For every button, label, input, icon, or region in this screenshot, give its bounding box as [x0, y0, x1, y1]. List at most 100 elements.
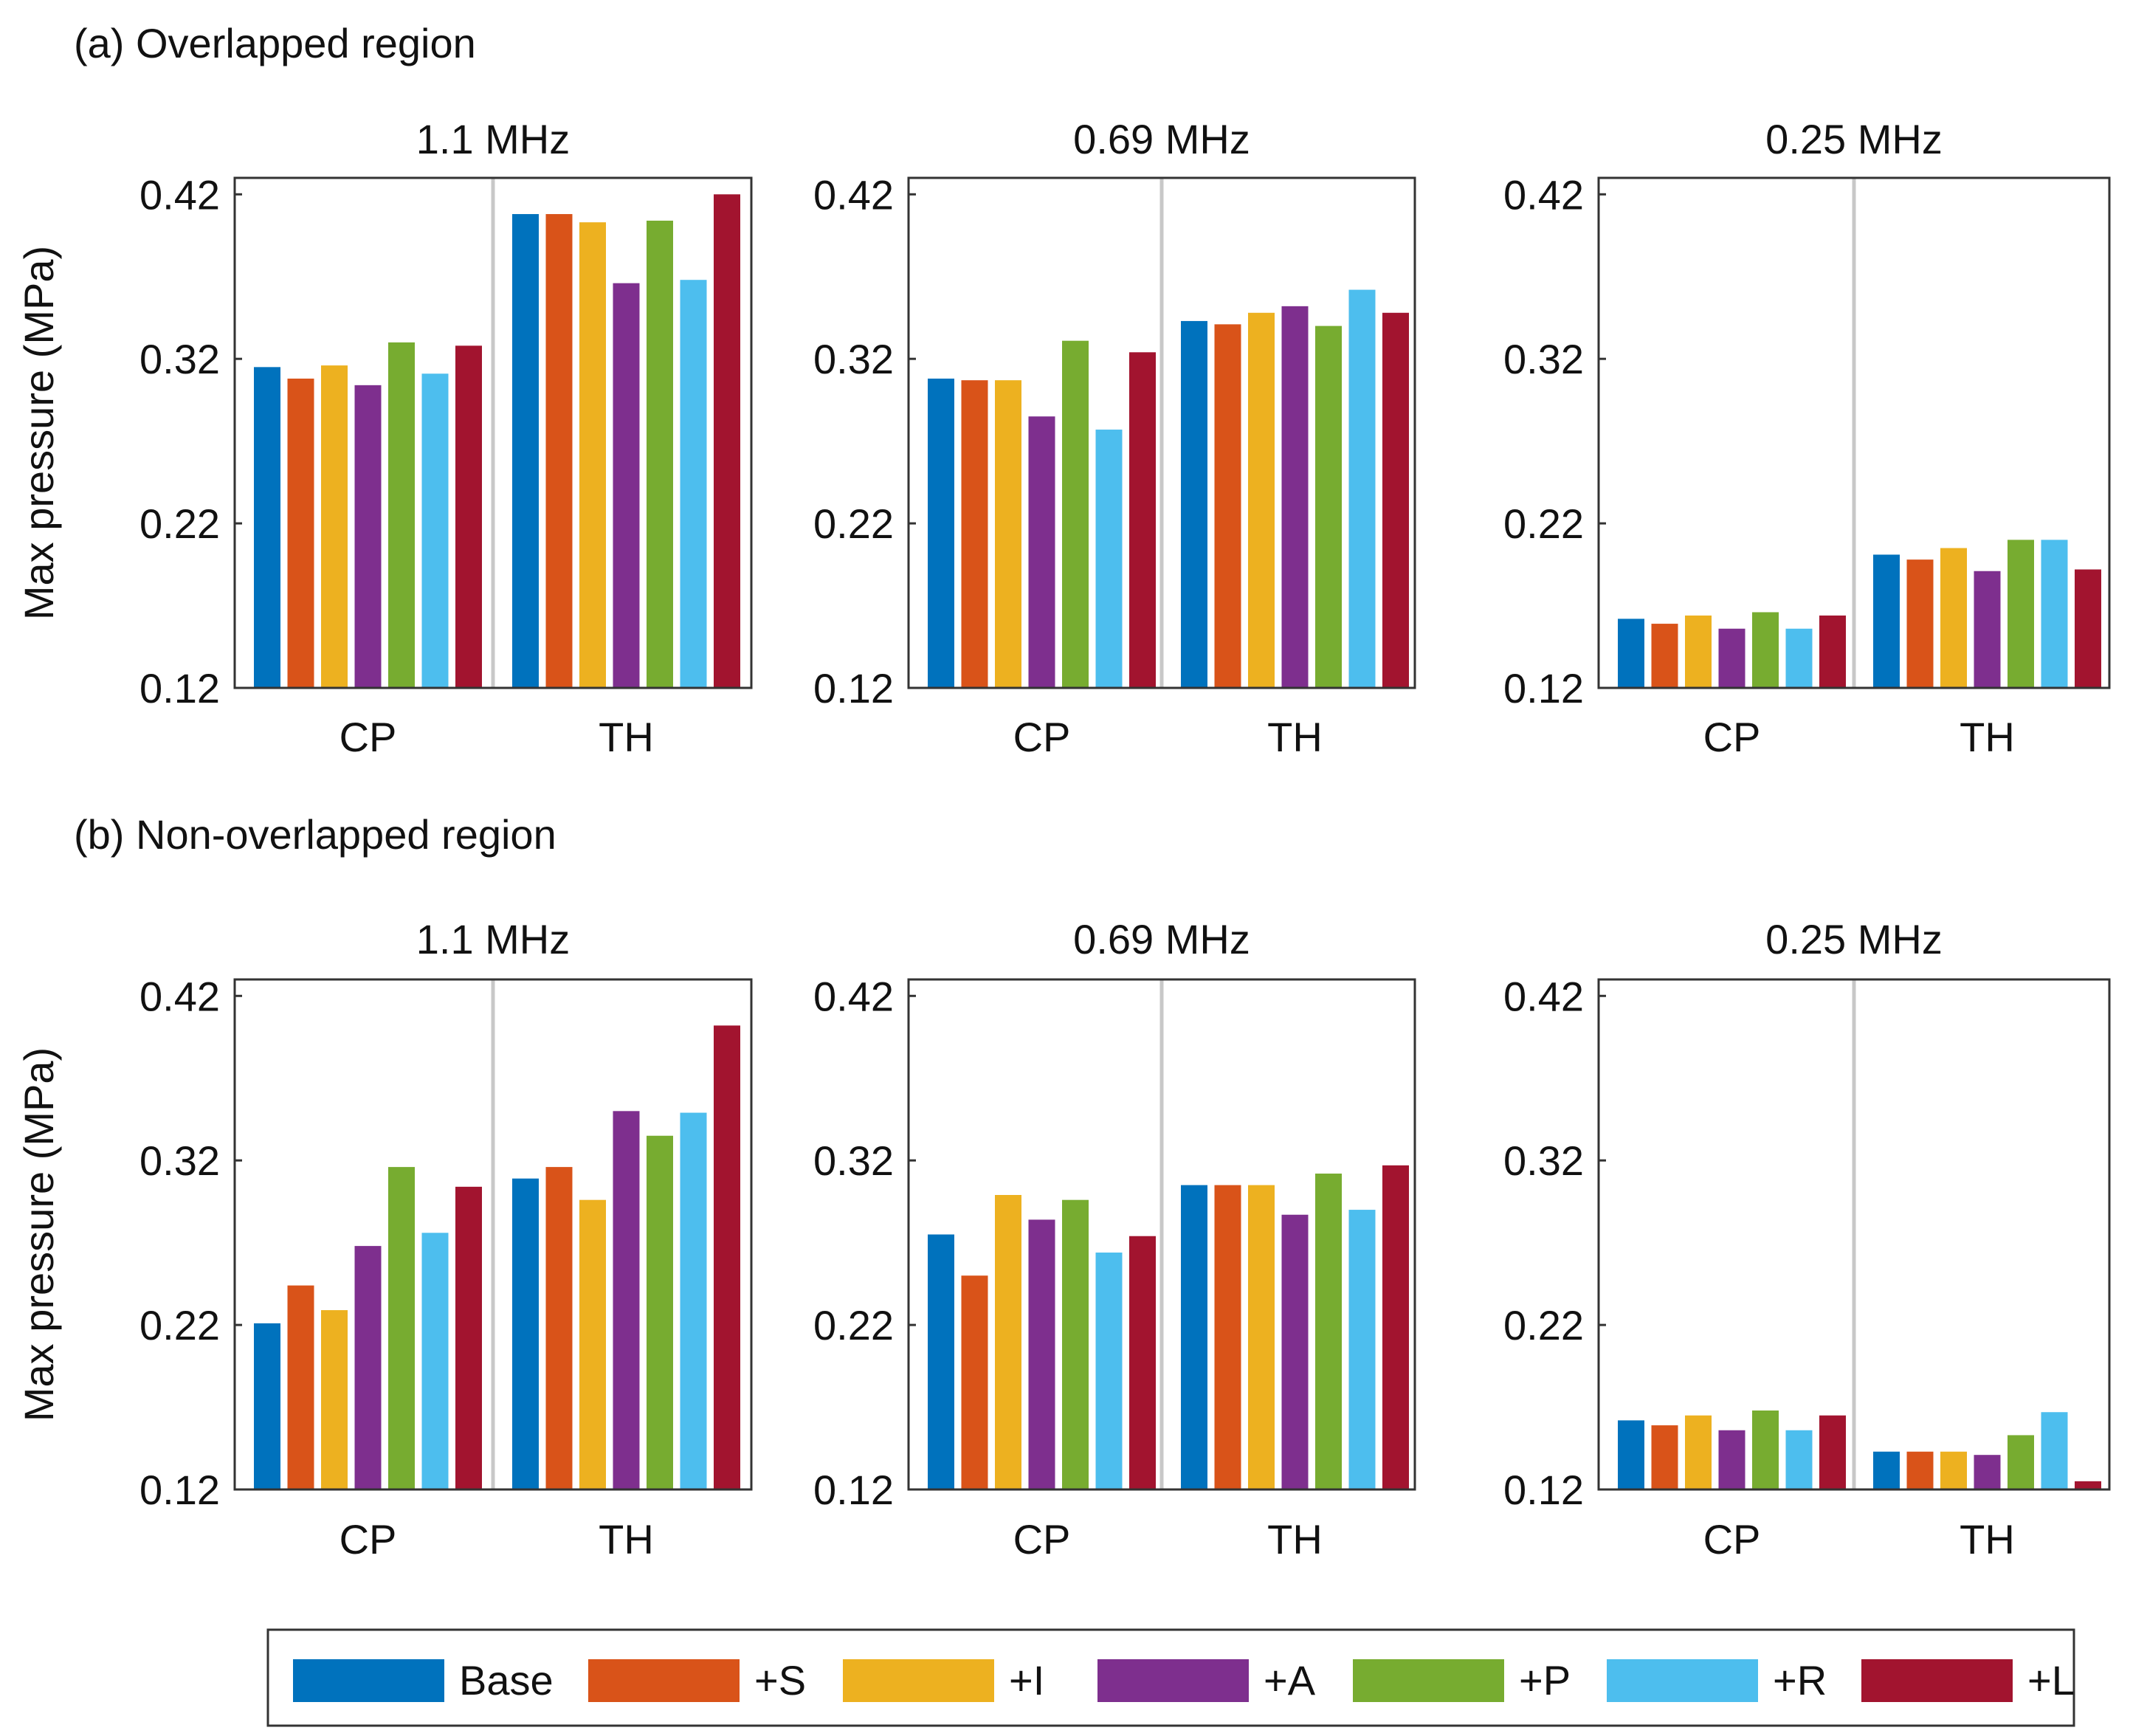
x-category-label: TH — [1267, 714, 1323, 760]
legend-swatch — [1097, 1659, 1249, 1702]
x-category-label: CP — [340, 1516, 397, 1563]
bar — [1906, 1451, 1934, 1489]
bar — [2041, 1412, 2068, 1489]
chart-panel: 0.69 MHz 0.12 0.22 0.32 0.42 CP TH — [813, 916, 1416, 1563]
bar — [1974, 571, 2001, 688]
y-tick-label: 0.32 — [139, 336, 220, 382]
bar — [1685, 1415, 1712, 1489]
chart-panel: 1.1 MHz Max pressure (MPa) 0.12 0.22 0.32 0.4… — [15, 116, 753, 760]
x-category-label: TH — [1267, 1516, 1323, 1563]
bar — [1062, 1199, 1089, 1489]
y-tick-label: 0.22 — [813, 500, 894, 547]
bar — [287, 1285, 314, 1489]
bar — [545, 1167, 573, 1489]
bar — [354, 385, 382, 688]
bar — [2075, 1481, 2101, 1489]
bar — [2008, 1435, 2034, 1489]
bar — [1785, 628, 1813, 688]
y-tick-label: 0.22 — [139, 1302, 220, 1348]
bar — [388, 1167, 415, 1489]
y-tick-label: 0.12 — [1503, 1467, 1584, 1513]
bar — [512, 214, 539, 688]
panel-title: 0.25 MHz — [1765, 916, 1943, 962]
bar — [2075, 569, 2101, 688]
bar — [1315, 1174, 1342, 1489]
bar — [714, 1025, 740, 1489]
legend-label: +P — [1519, 1657, 1571, 1704]
legend-swatch — [843, 1659, 994, 1702]
chart-panel: 0.25 MHz 0.12 0.22 0.32 0.42 CP TH — [1503, 916, 2111, 1563]
bar — [1062, 340, 1089, 688]
bar — [1718, 1430, 1745, 1489]
bar — [455, 1186, 482, 1489]
bar — [1940, 548, 1967, 688]
bar — [1129, 352, 1156, 688]
plot-frame — [907, 176, 1416, 689]
bar — [1129, 1236, 1156, 1489]
bar — [421, 373, 449, 688]
y-tick-label: 0.42 — [1503, 973, 1584, 1019]
y-tick-label: 0.22 — [813, 1302, 894, 1348]
bar — [680, 1112, 707, 1489]
bar — [321, 1310, 348, 1489]
bar — [961, 380, 988, 688]
legend-label: +I — [1009, 1657, 1044, 1704]
legend-label: +R — [1773, 1657, 1827, 1704]
legend-label: Base — [459, 1657, 554, 1704]
bar — [1752, 1410, 1779, 1489]
y-tick-label: 0.42 — [139, 171, 220, 218]
bar — [1281, 306, 1309, 688]
legend-swatch — [293, 1659, 444, 1702]
bar — [1718, 628, 1745, 688]
y-tick-label: 0.12 — [139, 1467, 220, 1513]
bar — [1248, 312, 1275, 688]
panel-title: 0.69 MHz — [1073, 116, 1250, 162]
bar — [1348, 289, 1376, 688]
plot-frame — [233, 176, 753, 689]
plot-frame — [1597, 176, 2111, 689]
panel-title: 1.1 MHz — [416, 116, 571, 162]
bar — [1974, 1455, 2001, 1489]
bar — [1940, 1451, 1967, 1489]
bar — [1618, 1420, 1644, 1489]
bar — [321, 365, 348, 688]
bar — [1785, 1430, 1813, 1489]
legend-swatch — [1861, 1659, 2013, 1702]
bar — [1752, 612, 1779, 688]
bar — [1315, 326, 1342, 688]
bar — [1651, 1425, 1678, 1489]
bar — [714, 194, 740, 689]
x-category-label: TH — [1960, 1516, 2015, 1563]
bar — [1348, 1210, 1376, 1489]
bar — [1906, 559, 1934, 688]
bar — [2041, 540, 2068, 688]
bar — [613, 283, 640, 688]
bar — [254, 1323, 280, 1489]
plot-frame — [1597, 978, 2111, 1491]
bar — [1281, 1214, 1309, 1489]
x-category-label: TH — [599, 1516, 654, 1563]
x-category-label: TH — [1960, 714, 2015, 760]
bar — [961, 1275, 988, 1489]
chart-panels: 1.1 MHz Max pressure (MPa) 0.12 0.22 0.32 0.4… — [15, 116, 2111, 1563]
y-tick-label: 0.12 — [1503, 665, 1584, 712]
plot-frame — [907, 978, 1416, 1491]
bar — [1819, 1415, 1846, 1489]
x-category-label: CP — [1013, 714, 1071, 760]
bar — [354, 1246, 382, 1489]
bar — [579, 1199, 606, 1489]
bar — [680, 280, 707, 688]
bar — [512, 1178, 539, 1489]
bar — [995, 380, 1021, 688]
x-category-label: TH — [599, 714, 654, 760]
legend-swatch — [1607, 1659, 1758, 1702]
y-tick-label: 0.32 — [813, 1137, 894, 1184]
legend-label: +L — [2027, 1657, 2075, 1704]
bar — [254, 367, 280, 688]
bar — [579, 222, 606, 689]
bar — [995, 1195, 1021, 1489]
bar — [1248, 1185, 1275, 1489]
bar — [1214, 324, 1241, 688]
y-tick-label: 0.32 — [139, 1137, 220, 1184]
y-tick-label: 0.32 — [813, 336, 894, 382]
